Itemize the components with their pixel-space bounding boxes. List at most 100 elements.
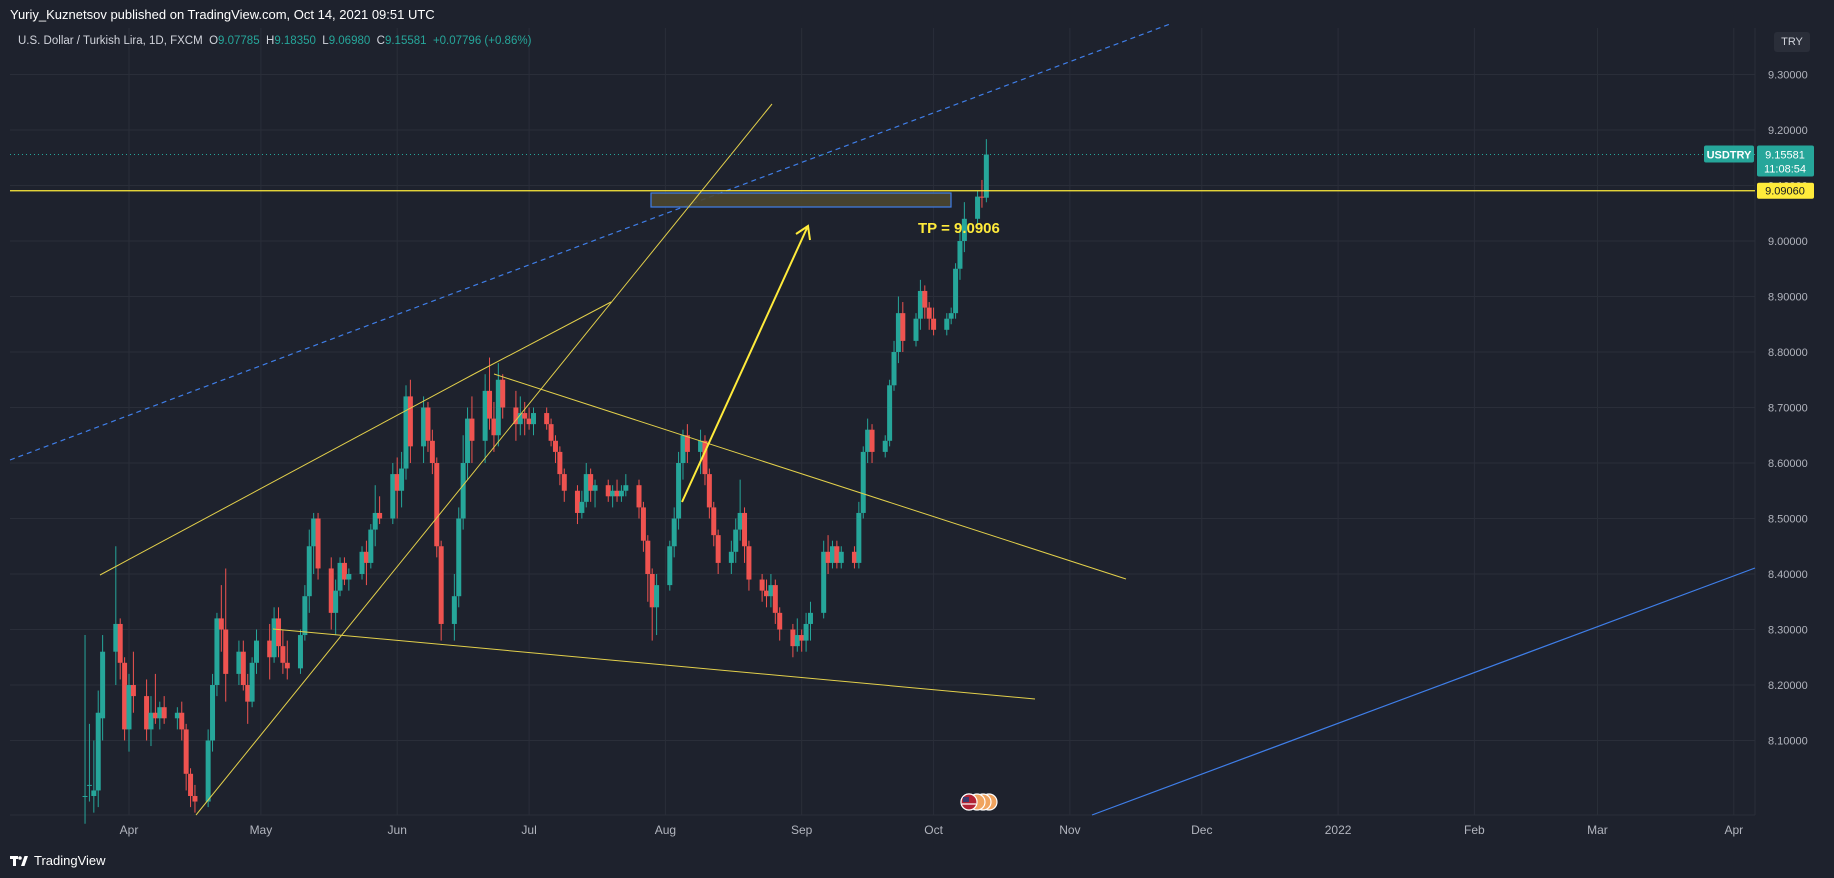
footer-bar xyxy=(0,847,1834,878)
candle-body xyxy=(610,490,616,497)
high-label: H xyxy=(266,35,275,47)
symbol-description[interactable]: U.S. Dollar / Turkish Lira, 1D, FXCM xyxy=(18,35,203,47)
candle-body xyxy=(469,418,475,441)
symbol-legend: U.S. Dollar / Turkish Lira, 1D, FXCM O9.… xyxy=(18,35,531,47)
candle-body xyxy=(605,485,611,497)
candle-body xyxy=(407,396,413,447)
open-value: 9.07785 xyxy=(218,35,260,47)
candle-body xyxy=(214,618,220,685)
candle-body xyxy=(341,562,347,580)
candle-body xyxy=(122,662,128,730)
candle-body xyxy=(130,685,136,697)
us-flag-event-icon xyxy=(960,793,998,811)
last-price-label: 9.15581 xyxy=(1765,150,1805,162)
candle-body xyxy=(592,485,598,491)
brand-footer[interactable]: TradingView xyxy=(10,853,106,868)
time-tick-label: May xyxy=(250,823,273,837)
candle-body xyxy=(865,429,871,452)
candle-body xyxy=(337,562,343,591)
candle-body xyxy=(306,546,312,597)
price-tick-label: 8.20000 xyxy=(1768,680,1808,692)
axes: 9.300009.200009.100009.000008.900008.800… xyxy=(120,70,1814,837)
candle-body xyxy=(86,784,92,786)
candle-body xyxy=(267,640,273,658)
candle-body xyxy=(451,596,457,624)
candle-body xyxy=(790,629,796,647)
time-tick-label: Mar xyxy=(1587,823,1608,837)
candle-body xyxy=(363,551,369,563)
candle-body xyxy=(834,546,840,563)
candle-body xyxy=(794,635,800,647)
steep-trend-line xyxy=(195,103,773,816)
candle-body xyxy=(882,440,888,452)
candle-body xyxy=(917,290,923,319)
candle-body xyxy=(561,474,567,491)
candle-body xyxy=(829,546,835,563)
candle-body xyxy=(746,546,752,580)
candle-body xyxy=(460,463,466,519)
candle-body xyxy=(346,574,352,580)
candle-body xyxy=(926,307,932,319)
candle-body xyxy=(425,407,431,441)
candle-body xyxy=(126,685,132,730)
high-value: 9.18350 xyxy=(274,35,316,47)
falling-resistance-line xyxy=(493,373,1127,580)
candle-body xyxy=(860,451,866,513)
candle-body xyxy=(548,424,554,441)
candle-body xyxy=(579,501,585,513)
candle-body xyxy=(434,463,440,547)
candle-body xyxy=(240,651,246,685)
blue-trend-line xyxy=(1091,567,1756,816)
candle-body xyxy=(421,407,427,447)
price-tick-label: 9.30000 xyxy=(1768,70,1808,82)
candle-body xyxy=(983,154,989,198)
time-tick-label: Apr xyxy=(1724,823,1743,837)
candle-body xyxy=(649,574,655,608)
candle-body xyxy=(640,507,646,541)
time-tick-label: 2022 xyxy=(1325,823,1352,837)
currency-button[interactable]: TRY xyxy=(1774,32,1810,52)
candle-body xyxy=(676,463,682,519)
publisher-text: Yuriy_Kuznetsov published on TradingView… xyxy=(10,7,435,22)
candle-body xyxy=(522,413,528,419)
change-value: +0.07796 (+0.86%) xyxy=(432,35,532,47)
candle-body xyxy=(856,512,862,563)
candle-body xyxy=(552,440,558,452)
candle-body xyxy=(271,618,277,658)
price-tick-label: 9.20000 xyxy=(1768,125,1808,137)
candle-body xyxy=(95,712,101,791)
candle-body xyxy=(223,629,229,674)
candle-body xyxy=(117,623,123,663)
candle-body xyxy=(91,790,97,796)
candle-body xyxy=(698,440,704,452)
candle-body xyxy=(403,396,409,469)
candle-body xyxy=(715,535,721,563)
candle-body xyxy=(333,590,339,613)
symbol-label: USDTRY xyxy=(1707,150,1752,162)
candle-body xyxy=(513,407,519,425)
close-value: 9.15581 xyxy=(384,35,427,47)
candle-body xyxy=(544,413,550,425)
price-tick-label: 8.60000 xyxy=(1768,458,1808,470)
candle-body xyxy=(948,313,954,319)
time-tick-label: Feb xyxy=(1464,823,1485,837)
candle-body xyxy=(530,413,536,425)
candle-body xyxy=(737,512,743,530)
target-arrow xyxy=(681,227,808,503)
candle-body xyxy=(315,518,321,569)
brand-name: TradingView xyxy=(34,853,106,868)
candle-body xyxy=(249,662,255,702)
candle-body xyxy=(526,418,532,425)
low-label: L xyxy=(322,35,329,47)
candle-body xyxy=(254,640,260,663)
price-tick-label: 8.30000 xyxy=(1768,625,1808,637)
tp-price-label: 9.09060 xyxy=(1765,186,1805,198)
time-tick-label: Oct xyxy=(924,823,943,837)
candle-body xyxy=(183,729,189,774)
candle-body xyxy=(245,685,251,702)
candle-body xyxy=(667,546,673,586)
candle-body xyxy=(491,418,497,436)
candle-body xyxy=(100,651,106,719)
candle-body xyxy=(680,435,686,463)
